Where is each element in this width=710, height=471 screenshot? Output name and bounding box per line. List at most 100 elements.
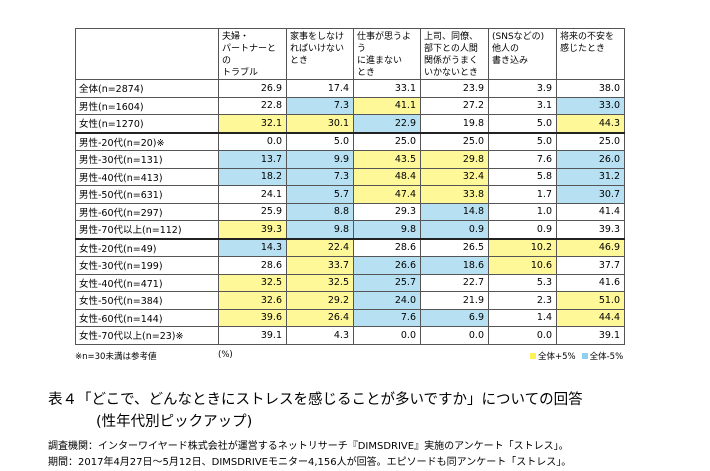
- cell-value: 28.6: [353, 237, 421, 257]
- cell-value: 39.6: [218, 308, 287, 327]
- row-label: 男性-50代(n=631): [75, 185, 219, 204]
- cell-value: 25.0: [556, 131, 625, 151]
- cell-value: 5.8: [488, 167, 557, 186]
- row-label: 男性-70代以上(n=112): [75, 220, 219, 239]
- cell-value: 25.9: [218, 202, 287, 221]
- cell-value: 10.2: [488, 237, 557, 257]
- cell-value: 5.0: [286, 131, 354, 151]
- cell-value: 21.9: [420, 291, 489, 310]
- cell-value: 48.4: [353, 167, 421, 186]
- cell-value: 26.9: [218, 79, 287, 98]
- cell-value: 26.4: [286, 308, 354, 327]
- cell-value: 46.9: [556, 237, 625, 257]
- column-header: (SNSなどの) 他人の 書き込み: [488, 28, 557, 80]
- cell-value: 29.2: [286, 291, 354, 310]
- cell-value: 39.3: [556, 220, 625, 239]
- cell-value: 26.5: [420, 237, 489, 257]
- table-row: 男性-60代(n=297) 25.9 8.8 29.3 14.8 1.0 41.4: [75, 202, 625, 221]
- cell-value: 24.1: [218, 185, 287, 204]
- cell-value: 29.3: [353, 202, 421, 221]
- cell-value: 0.0: [218, 131, 287, 151]
- cell-value: 25.0: [353, 131, 421, 151]
- cell-value: 18.2: [218, 167, 287, 186]
- cell-value: 23.9: [420, 79, 489, 98]
- cell-value: 51.0: [556, 291, 625, 310]
- cell-value: 1.7: [488, 185, 557, 204]
- table-row: 女性-30代(n=199) 28.6 33.7 26.6 18.6 10.6 37.7: [75, 256, 625, 275]
- cell-value: 28.6: [218, 256, 287, 275]
- cell-value: 30.1: [286, 114, 354, 133]
- cell-value: 19.8: [420, 114, 489, 133]
- cell-value: 1.4: [488, 308, 557, 327]
- unit: (%): [218, 350, 233, 360]
- corner-cell: [75, 28, 219, 80]
- cell-value: 9.8: [286, 220, 354, 239]
- cell-value: 0.0: [420, 326, 489, 345]
- cell-value: 0.0: [353, 326, 421, 345]
- cell-value: 18.6: [420, 256, 489, 275]
- row-label: 女性-60代(n=144): [75, 308, 219, 327]
- cell-value: 32.6: [218, 291, 287, 310]
- cell-value: 1.0: [488, 202, 557, 221]
- table-row: 女性-20代(n=49) 14.3 22.4 28.6 26.5 10.2 46.9: [75, 237, 625, 257]
- legend: 全体+5% 全体-5%: [530, 350, 629, 362]
- cell-value: 26.0: [556, 150, 625, 169]
- cell-value: 32.1: [218, 114, 287, 133]
- cell-value: 39.1: [218, 326, 287, 345]
- cell-value: 7.6: [488, 150, 557, 169]
- table-row: 女性-60代(n=144) 39.6 26.4 7.6 6.9 1.4 44.4: [75, 308, 625, 327]
- legend-label: 全体+5%: [538, 352, 576, 362]
- cell-value: 7.3: [286, 167, 354, 186]
- cell-value: 22.7: [420, 273, 489, 292]
- cell-value: 33.8: [420, 185, 489, 204]
- cell-value: 26.6: [353, 256, 421, 275]
- cell-value: 24.0: [353, 291, 421, 310]
- table-row: 女性(n=1270) 32.1 30.1 22.9 19.8 5.0 44.3: [75, 114, 625, 133]
- cell-value: 33.0: [556, 96, 625, 115]
- row-label: 女性(n=1270): [75, 114, 219, 133]
- cell-value: 17.4: [286, 79, 354, 98]
- legend-item: 全体-5%: [581, 352, 623, 362]
- cell-value: 14.3: [218, 237, 287, 257]
- caption-sub: (性年代別ピックアップ): [96, 414, 253, 430]
- cell-value: 27.2: [420, 96, 489, 115]
- cell-value: 0.9: [420, 220, 489, 239]
- cell-value: 25.7: [353, 273, 421, 292]
- cell-value: 44.3: [556, 114, 625, 133]
- cell-value: 32.5: [218, 273, 287, 292]
- cell-value: 30.7: [556, 185, 625, 204]
- column-header: 将来の不安を 感じたとき: [556, 28, 625, 80]
- cell-value: 4.3: [286, 326, 354, 345]
- source: 期間：2017年4月27日～5月12日、DIMSDRIVEモニター4,156人が…: [48, 457, 572, 468]
- row-label: 男性-20代(n=20)※: [75, 131, 219, 151]
- cell-value: 3.1: [488, 96, 557, 115]
- cell-value: 5.0: [488, 131, 557, 151]
- column-header: 夫婦・ パートナーとの トラブル: [218, 28, 287, 80]
- legend-swatch: [530, 353, 536, 359]
- cell-value: 41.6: [556, 273, 625, 292]
- cell-value: 22.8: [218, 96, 287, 115]
- cell-value: 37.7: [556, 256, 625, 275]
- cell-value: 43.5: [353, 150, 421, 169]
- table-row: 男性-40代(n=413) 18.2 7.3 48.4 32.4 5.8 31.2: [75, 167, 625, 186]
- table-row: 女性-50代(n=384) 32.6 29.2 24.0 21.9 2.3 51.0: [75, 291, 625, 310]
- cell-value: 39.1: [556, 326, 625, 345]
- row-label: 男性(n=1604): [75, 96, 219, 115]
- note: ※n=30未満は参考値: [75, 352, 157, 362]
- cell-value: 31.2: [556, 167, 625, 186]
- cell-value: 5.7: [286, 185, 354, 204]
- cell-value: 32.5: [286, 273, 354, 292]
- cell-value: 8.8: [286, 202, 354, 221]
- row-label: 女性-40代(n=471): [75, 273, 219, 292]
- cell-value: 6.9: [420, 308, 489, 327]
- table-row: 全体(n=2874) 26.9 17.4 33.1 23.9 3.9 38.0: [75, 79, 625, 98]
- column-header: 仕事が思うよう に進まない とき: [353, 28, 421, 80]
- column-header: 上司、同僚、 部下との人間 関係がうまく いかないとき: [420, 28, 489, 80]
- caption: 表４「どこで、どんなときにストレスを感じることが多いですか」についての回答: [48, 392, 583, 408]
- cell-value: 33.7: [286, 256, 354, 275]
- cell-value: 33.1: [353, 79, 421, 98]
- cell-value: 9.9: [286, 150, 354, 169]
- cell-value: 41.1: [353, 96, 421, 115]
- cell-value: 7.3: [286, 96, 354, 115]
- row-label: 女性-20代(n=49): [75, 237, 219, 257]
